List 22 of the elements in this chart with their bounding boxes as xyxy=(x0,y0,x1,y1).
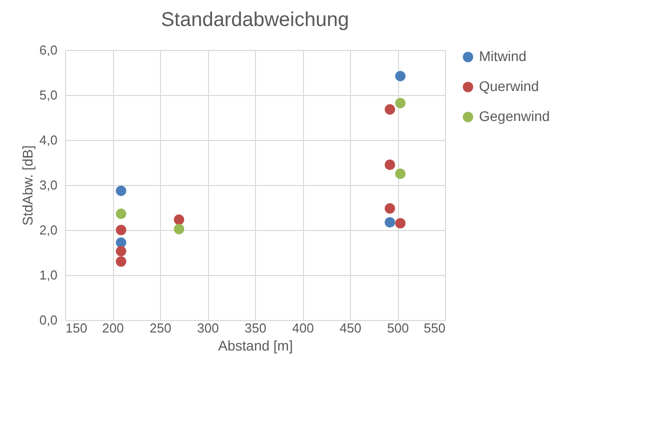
x-tick-label: 550 xyxy=(424,320,446,336)
x-tick-label: 450 xyxy=(340,320,362,336)
x-tick-label: 150 xyxy=(66,320,88,336)
x-tick-label: 350 xyxy=(244,320,266,336)
y-tick-label: 6,0 xyxy=(39,42,58,58)
legend-label: Querwind xyxy=(479,78,539,94)
x-tick-label: 250 xyxy=(150,320,172,336)
x-tick-label: 300 xyxy=(197,320,219,336)
legend-label: Mitwind xyxy=(479,48,526,64)
y-tick-label: 5,0 xyxy=(39,88,58,102)
legend-label: Gegenwind xyxy=(479,108,550,124)
x-tick-label: 200 xyxy=(102,320,124,336)
y-tick-label: 1,0 xyxy=(39,268,58,282)
chart-title: Standardabweichung xyxy=(161,9,349,31)
y-tick-label: 0,0 xyxy=(39,312,58,328)
y-tick-label: 3,0 xyxy=(39,178,58,192)
x-tick-label: 500 xyxy=(387,320,409,336)
x-tick-label: 400 xyxy=(292,320,314,336)
y-axis-title: StdAbw. [dB] xyxy=(19,145,36,226)
x-axis-title: Abstand [m] xyxy=(218,338,293,354)
y-tick-label: 2,0 xyxy=(39,222,58,238)
y-tick-label: 4,0 xyxy=(39,132,58,148)
